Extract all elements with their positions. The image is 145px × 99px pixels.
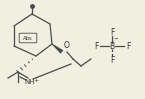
Text: NH: NH [25, 79, 35, 85]
Text: Abs: Abs [23, 36, 33, 40]
Text: O: O [64, 41, 70, 50]
Text: F: F [94, 41, 98, 50]
Text: F: F [110, 56, 114, 65]
Polygon shape [52, 44, 63, 54]
Text: +: + [33, 78, 39, 82]
Text: F: F [126, 41, 130, 50]
FancyBboxPatch shape [19, 33, 37, 43]
Text: F: F [110, 28, 114, 37]
Text: −: − [114, 36, 118, 40]
Text: B: B [109, 41, 115, 50]
